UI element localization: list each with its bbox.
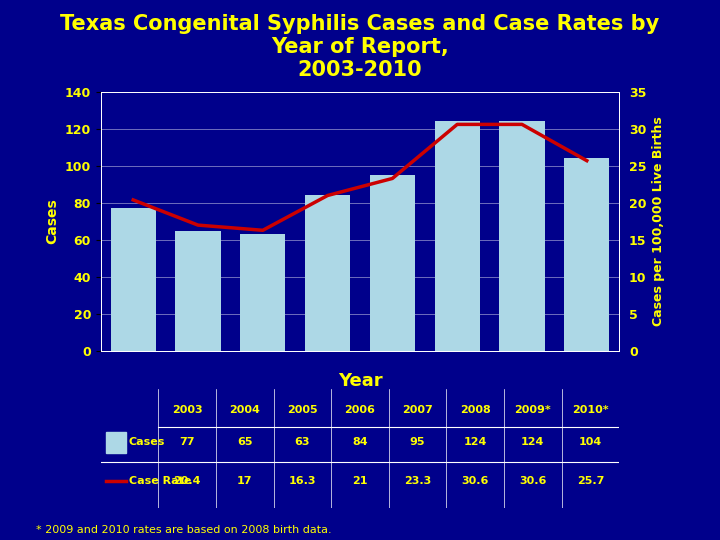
Text: 23.3: 23.3 — [404, 476, 431, 487]
Bar — [564, 158, 610, 351]
Text: 104: 104 — [579, 437, 602, 447]
Bar — [106, 431, 126, 453]
Text: * 2009 and 2010 rates are based on 2008 birth data.: * 2009 and 2010 rates are based on 2008 … — [36, 524, 332, 535]
Text: 2005: 2005 — [287, 405, 318, 415]
Text: 2004: 2004 — [230, 405, 260, 415]
Y-axis label: Cases: Cases — [45, 199, 59, 244]
Bar — [435, 122, 480, 351]
Bar — [305, 195, 351, 351]
Text: 77: 77 — [179, 437, 195, 447]
Text: Texas Congenital Syphilis Cases and Case Rates by
Year of Report,
2003-2010: Texas Congenital Syphilis Cases and Case… — [60, 14, 660, 80]
Text: Cases: Cases — [129, 437, 165, 447]
Text: 30.6: 30.6 — [462, 476, 489, 487]
Text: 63: 63 — [294, 437, 310, 447]
Bar — [111, 208, 156, 351]
Text: 2003: 2003 — [172, 405, 202, 415]
Text: Year: Year — [338, 372, 382, 390]
Text: 2009*: 2009* — [514, 405, 552, 415]
Text: 30.6: 30.6 — [519, 476, 546, 487]
Text: 2007: 2007 — [402, 405, 433, 415]
Bar — [240, 234, 285, 351]
Text: 21: 21 — [352, 476, 368, 487]
Text: 25.7: 25.7 — [577, 476, 604, 487]
Bar — [176, 231, 221, 351]
Text: 65: 65 — [237, 437, 253, 447]
Text: 84: 84 — [352, 437, 368, 447]
Text: 2006: 2006 — [345, 405, 375, 415]
Text: 95: 95 — [410, 437, 426, 447]
Text: 124: 124 — [464, 437, 487, 447]
Text: 2008: 2008 — [460, 405, 490, 415]
Text: 16.3: 16.3 — [289, 476, 316, 487]
Bar — [500, 122, 545, 351]
Y-axis label: Cases per 100,000 Live Births: Cases per 100,000 Live Births — [652, 117, 665, 326]
Text: 17: 17 — [237, 476, 253, 487]
Text: 2010*: 2010* — [572, 405, 608, 415]
Text: 20.4: 20.4 — [174, 476, 201, 487]
Text: Case Rate: Case Rate — [129, 476, 191, 487]
Text: 124: 124 — [521, 437, 544, 447]
Bar — [370, 175, 415, 351]
